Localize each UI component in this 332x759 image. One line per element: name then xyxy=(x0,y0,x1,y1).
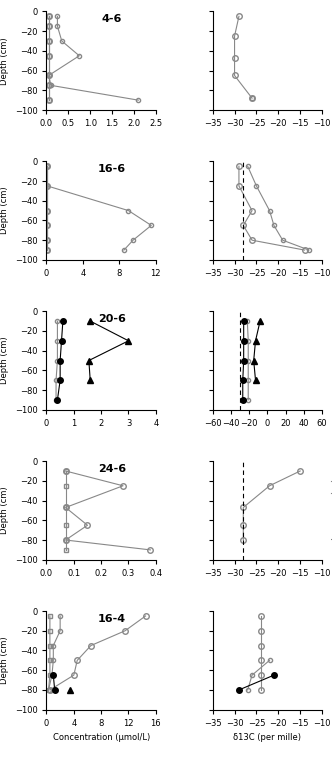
Text: 20-6: 20-6 xyxy=(98,314,126,324)
Text: 16-4: 16-4 xyxy=(98,614,126,624)
Text: 4-6: 4-6 xyxy=(102,14,122,24)
Y-axis label: Depth (cm): Depth (cm) xyxy=(0,487,9,534)
Y-axis label: Depth (cm): Depth (cm) xyxy=(0,187,9,235)
Legend: PCE, TCE, cDCE, VC, ethene, ethane, Source: PCE, TCE, cDCE, VC, ethene, ethane, Sour… xyxy=(331,465,332,544)
X-axis label: Concentration (μmol/L): Concentration (μmol/L) xyxy=(52,733,150,742)
X-axis label: δ13C (per mille): δ13C (per mille) xyxy=(233,733,301,742)
Y-axis label: Depth (cm): Depth (cm) xyxy=(0,37,9,84)
Y-axis label: Depth (cm): Depth (cm) xyxy=(0,637,9,684)
Text: 24-6: 24-6 xyxy=(98,464,126,474)
Text: 16-6: 16-6 xyxy=(98,164,126,175)
Y-axis label: Depth (cm): Depth (cm) xyxy=(0,337,9,384)
